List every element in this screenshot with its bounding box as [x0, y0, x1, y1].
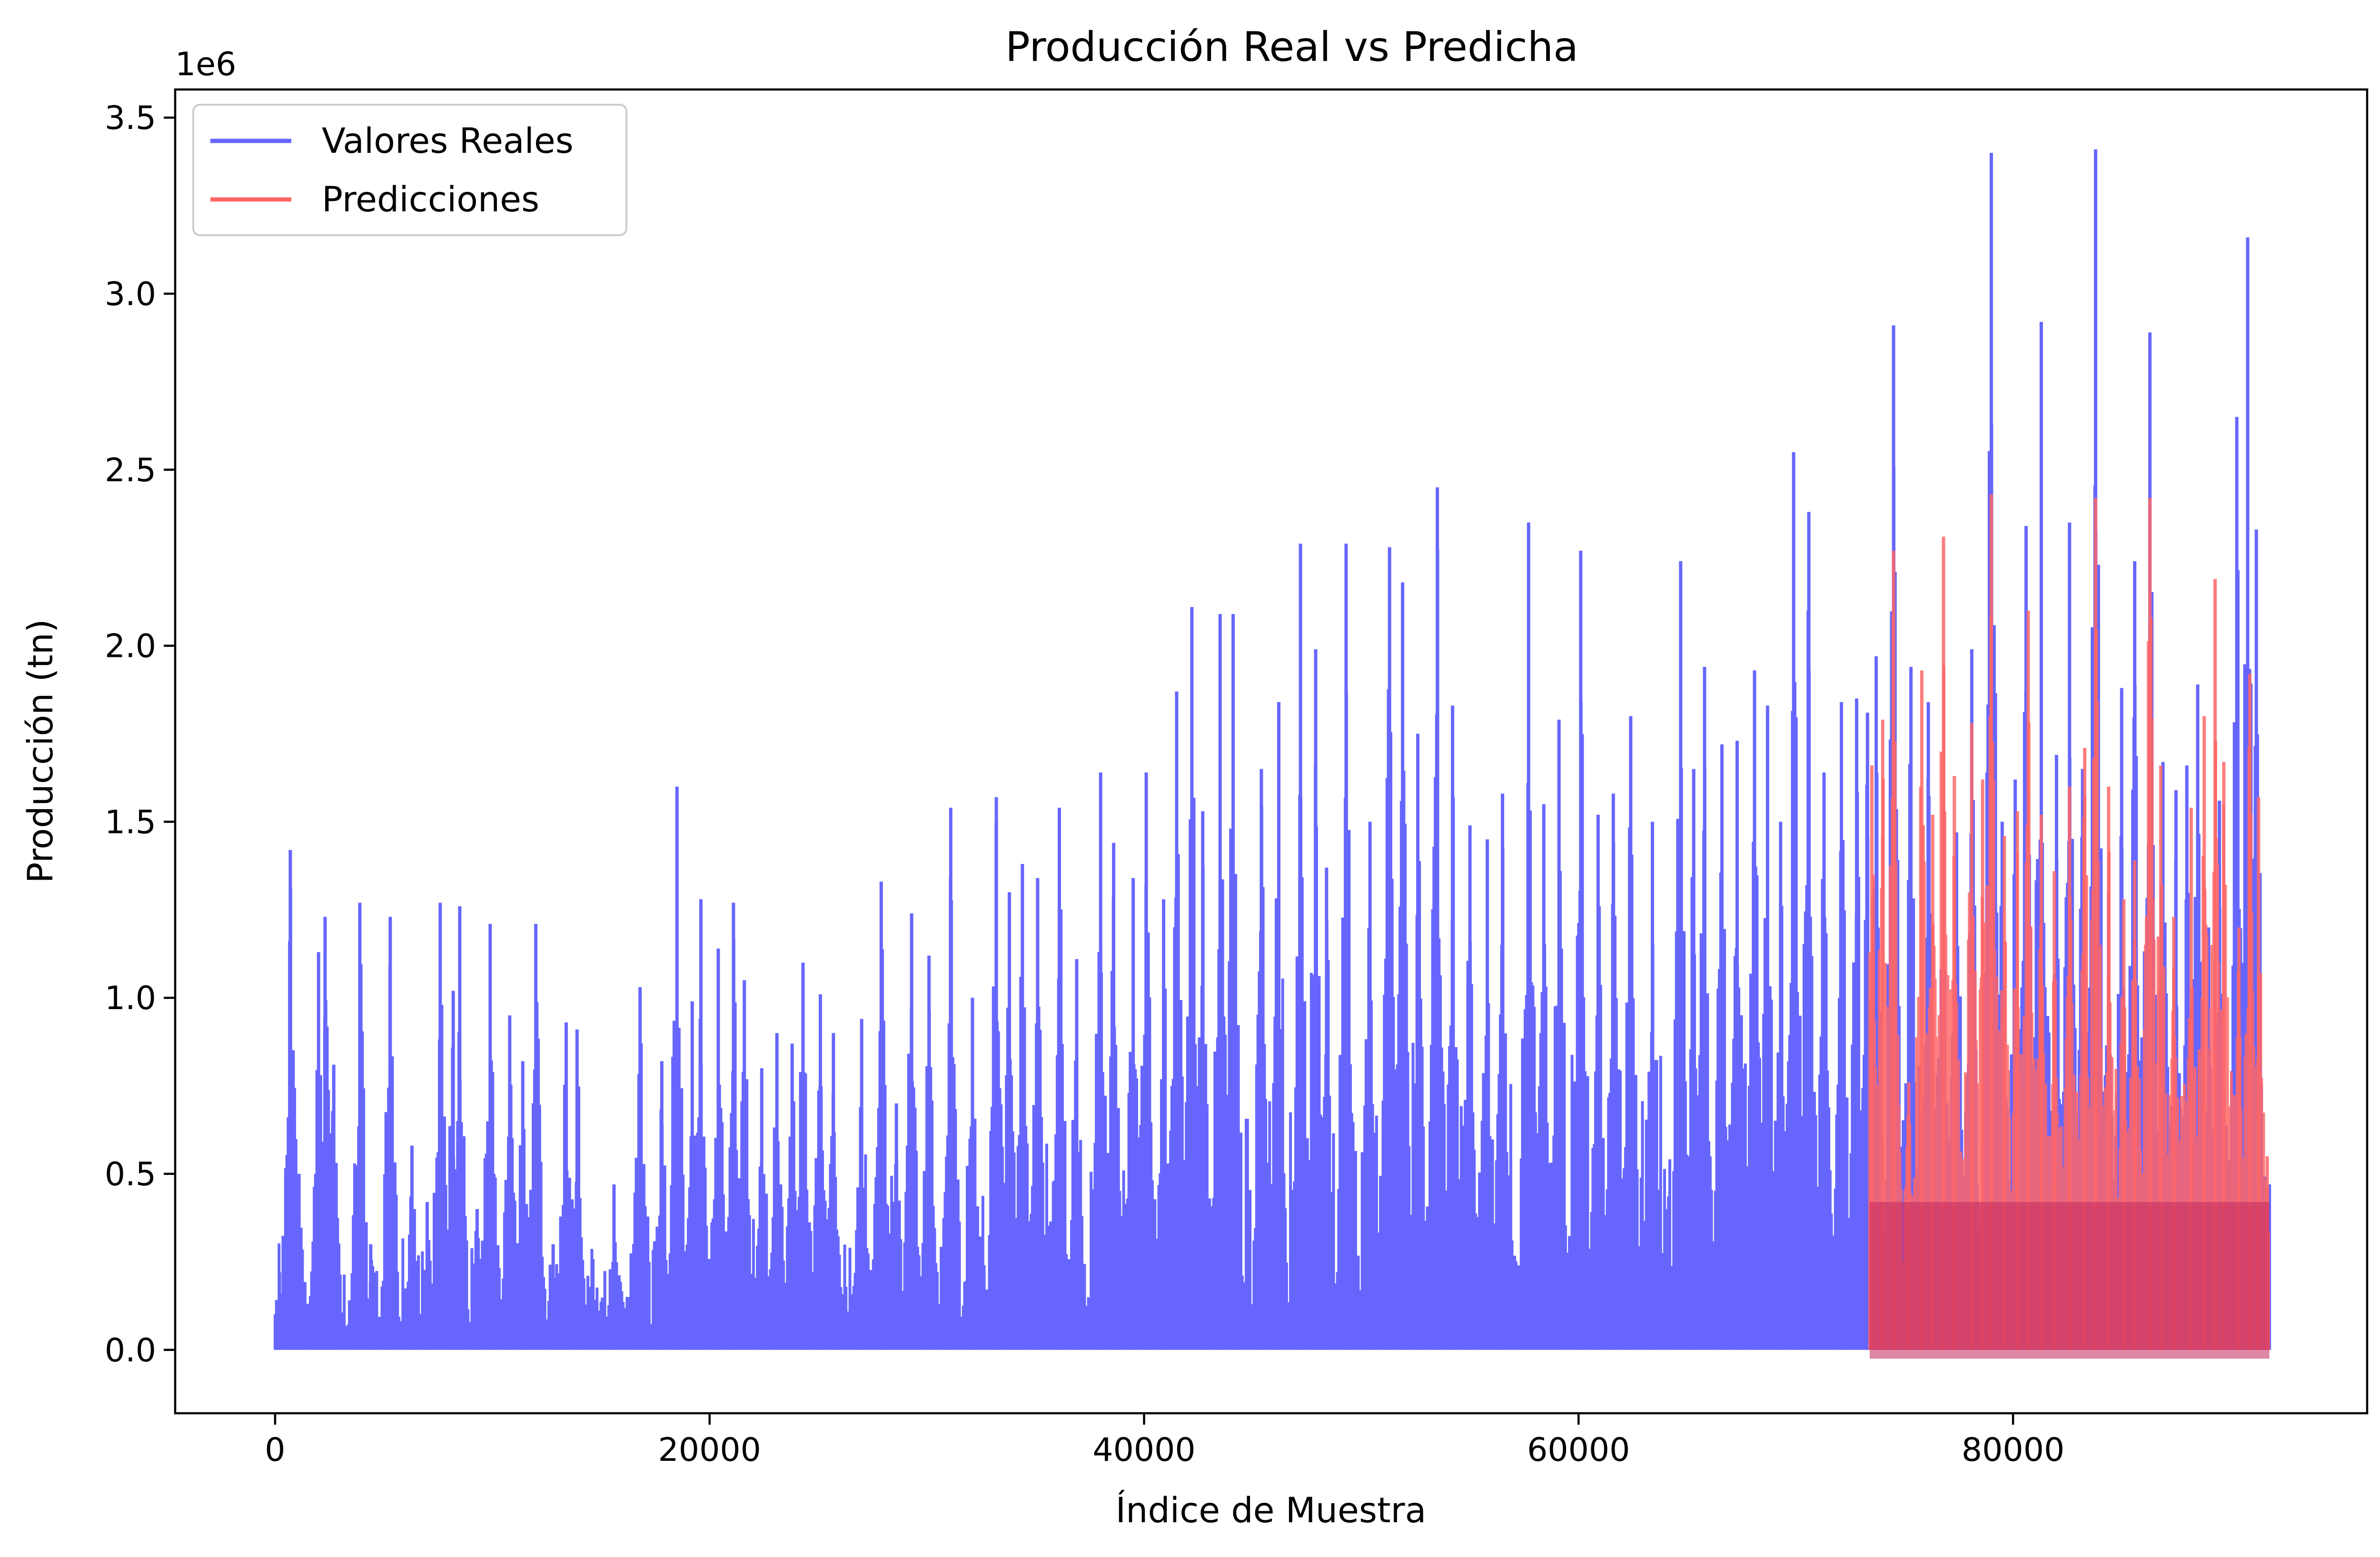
- y-axis-ticks: 0.0 0.5 1.0 1.5 2.0 2.5 3.0 3.5: [105, 99, 175, 1369]
- x-tick-label: 0: [265, 1431, 285, 1469]
- plot-area: [273, 149, 2271, 1359]
- chart-title: Producción Real vs Predicha: [1005, 23, 1578, 71]
- y-axis-offset-label: 1e6: [175, 46, 236, 83]
- y-tick-label: 1.5: [105, 803, 156, 841]
- x-tick-label: 20000: [658, 1431, 761, 1469]
- x-axis-ticks: 0 20000 40000 60000 80000: [265, 1413, 2064, 1469]
- legend-label-valores-reales: Valores Reales: [322, 121, 574, 161]
- y-tick-label: 0.0: [105, 1332, 156, 1369]
- overlap-region: [1869, 1202, 2270, 1359]
- y-tick-label: 3.0: [105, 276, 156, 313]
- x-axis-label: Índice de Muestra: [1116, 1490, 1427, 1531]
- legend: Valores Reales Predicciones: [192, 104, 627, 236]
- y-tick-label: 0.5: [105, 1156, 156, 1193]
- y-axis-label: Producción (tn): [20, 619, 61, 883]
- series-predicciones: [1868, 494, 2270, 1359]
- y-tick-label: 2.5: [105, 452, 156, 489]
- legend-box: [192, 104, 627, 236]
- x-tick-label: 80000: [1962, 1431, 2064, 1469]
- x-tick-label: 60000: [1527, 1431, 1630, 1469]
- legend-label-predicciones: Predicciones: [322, 179, 539, 220]
- y-tick-label: 1.0: [105, 980, 156, 1017]
- x-tick-label: 40000: [1092, 1431, 1195, 1469]
- plot-frame: [174, 88, 2369, 1415]
- y-tick-label: 3.5: [105, 99, 156, 137]
- y-tick-label: 2.0: [105, 628, 156, 665]
